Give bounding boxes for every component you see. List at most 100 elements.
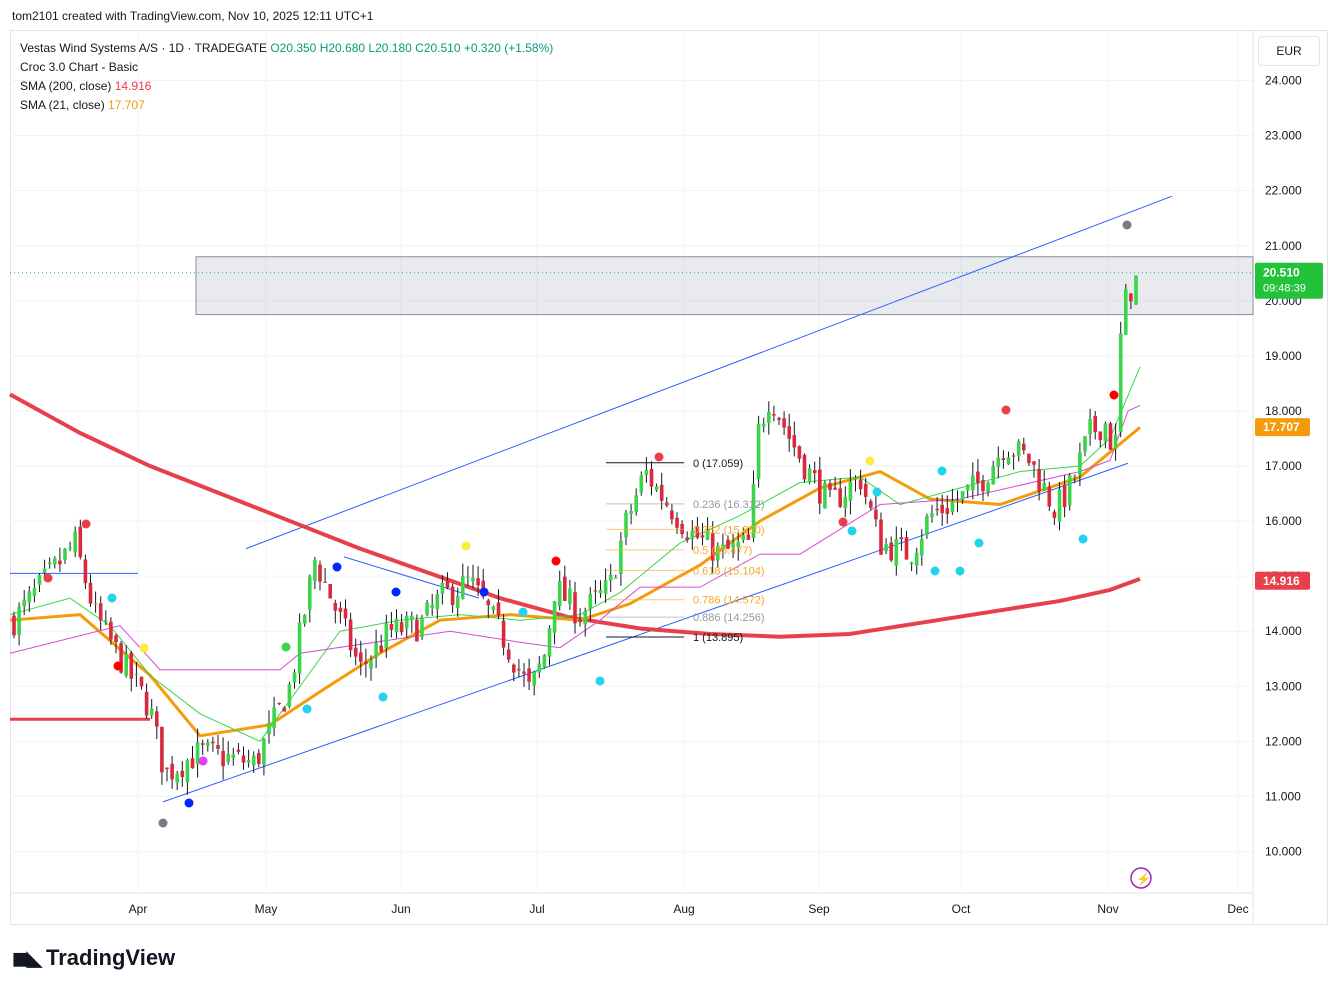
channel-upper-line — [245, 195, 1173, 550]
candle-down — [170, 763, 174, 780]
candle-up — [583, 611, 587, 625]
change-value: +0.320 (+1.58%) — [463, 41, 554, 55]
candle-up — [807, 468, 812, 483]
candle-up — [93, 603, 98, 605]
candle-down — [1032, 461, 1036, 465]
candle-down — [389, 623, 394, 630]
candle-down — [160, 726, 164, 773]
candle-up — [287, 684, 292, 707]
candle-up — [996, 457, 1001, 468]
candle-up — [435, 594, 440, 610]
candle-down — [211, 741, 215, 744]
chart-credit: tom2101 created with TradingView.com, No… — [12, 9, 374, 23]
candle-up — [914, 552, 919, 566]
fib-label: 0 (17.059) — [693, 458, 743, 470]
candle-up — [603, 580, 608, 594]
currency-selector[interactable]: EUR — [1258, 36, 1320, 66]
candle-down — [155, 711, 159, 727]
fib-label: 0.236 (16.312) — [693, 499, 765, 511]
signal-marker — [391, 587, 401, 597]
bar-countdown: 09:48:39 — [1263, 283, 1306, 295]
signal-marker — [595, 676, 605, 686]
candle-up — [195, 742, 200, 765]
candle-up — [1103, 423, 1108, 442]
signal-marker — [518, 607, 528, 617]
candle-up — [1088, 418, 1092, 435]
candle-up — [394, 618, 399, 633]
legend-indicator-croc[interactable]: Croc 3.0 Chart - Basic — [20, 60, 139, 74]
candle-up — [608, 574, 613, 581]
signal-marker — [930, 566, 940, 576]
legend-indicator-sma21[interactable]: SMA (21, close) 17.707 — [20, 96, 553, 115]
candle-down — [792, 435, 797, 448]
x-tick-label: Apr — [129, 902, 148, 916]
candle-up — [22, 599, 26, 607]
candle-down — [772, 414, 776, 416]
candle-up — [292, 672, 297, 683]
candle-up — [404, 616, 409, 629]
fib-label: 0.382 (15.850) — [693, 524, 765, 536]
candle-up — [1134, 275, 1138, 305]
candle-down — [241, 755, 246, 763]
candle-down — [221, 750, 225, 767]
candle-down — [833, 487, 837, 490]
candle-down — [1027, 453, 1031, 464]
candle-up — [619, 540, 623, 575]
candle-down — [1052, 511, 1057, 518]
candle-up — [251, 755, 256, 766]
legend-indicator-sma200[interactable]: SMA (200, close) 14.916 — [20, 77, 553, 96]
signal-marker — [184, 798, 194, 808]
candle-down — [649, 469, 654, 487]
candle-down — [476, 578, 480, 586]
signal-marker — [955, 566, 965, 576]
signal-marker — [1109, 390, 1119, 400]
legend-symbol-row[interactable]: Vestas Wind Systems A/S · 1D · TRADEGATE… — [20, 39, 553, 58]
candle-up — [761, 423, 766, 427]
candle-up — [32, 588, 37, 597]
candle-up — [1016, 441, 1021, 456]
candle-down — [797, 446, 802, 459]
candle-down — [1047, 486, 1052, 507]
candle-up — [731, 542, 735, 549]
candle-up — [63, 548, 67, 561]
candle-down — [858, 479, 863, 490]
candle-down — [695, 526, 700, 538]
tradingview-logo[interactable]: ◼◣ TradingView — [12, 945, 175, 971]
candle-up — [297, 622, 302, 674]
candle-down — [139, 676, 144, 687]
candle-up — [925, 516, 929, 536]
candle-down — [787, 426, 791, 439]
candle-down — [1098, 431, 1103, 441]
y-tick-label: 22.000 — [1265, 184, 1302, 198]
candle-up — [302, 614, 307, 624]
candle-down — [379, 645, 383, 652]
candle-up — [420, 617, 424, 637]
candle-up — [175, 773, 179, 783]
candle-up — [547, 627, 552, 657]
candle-down — [1093, 416, 1097, 433]
y-tick-label: 16.000 — [1265, 514, 1302, 528]
open-value: O20.350 — [270, 41, 317, 55]
candle-up — [557, 581, 562, 607]
close-value: C20.510 — [415, 41, 461, 55]
candle-up — [313, 559, 317, 581]
candle-up — [455, 595, 460, 609]
fib-label: 0.786 (14.572) — [693, 595, 765, 607]
candle-down — [838, 488, 842, 507]
candle-down — [522, 671, 526, 674]
candle-up — [986, 482, 990, 493]
candle-up — [47, 562, 52, 565]
candle-down — [517, 669, 521, 671]
signal-marker — [865, 456, 875, 466]
candle-up — [369, 659, 373, 669]
candle-down — [496, 602, 501, 616]
y-tick-label: 17.000 — [1265, 459, 1302, 473]
candle-down — [1129, 293, 1133, 302]
candle-up — [920, 539, 924, 556]
signal-marker — [479, 587, 489, 597]
candle-down — [58, 560, 62, 565]
sma200-price-label-bg — [1255, 571, 1310, 590]
signal-marker — [551, 556, 561, 566]
candle-down — [863, 483, 868, 497]
